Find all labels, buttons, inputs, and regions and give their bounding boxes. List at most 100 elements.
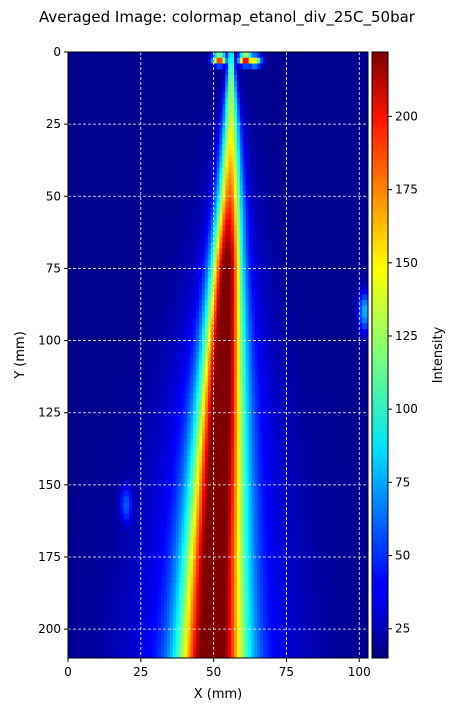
heatmap-cell	[292, 305, 296, 313]
heatmap-cell	[196, 207, 200, 215]
heatmap-cell	[137, 288, 142, 295]
heatmap-cell	[167, 329, 171, 336]
heatmap-cell	[356, 52, 360, 59]
heatmap-cell	[251, 103, 256, 111]
heatmap-cell	[239, 167, 244, 174]
heatmap-cell	[225, 75, 229, 82]
heatmap-cell	[193, 219, 197, 226]
heatmap-cell	[321, 63, 325, 70]
heatmap-cell	[301, 184, 305, 192]
heatmap-cell	[350, 144, 355, 151]
heatmap-cell	[91, 323, 95, 330]
heatmap-cell	[228, 294, 232, 301]
heatmap-cell	[167, 184, 171, 192]
heatmap-cell	[286, 271, 290, 278]
heatmap-cell	[292, 190, 296, 197]
heatmap-cell	[82, 69, 87, 76]
heatmap-cell	[207, 161, 212, 169]
heatmap-cell	[146, 98, 151, 105]
heatmap-cell	[359, 57, 363, 65]
heatmap-cell	[73, 213, 78, 220]
heatmap-cell	[167, 144, 171, 151]
heatmap-cell	[234, 207, 238, 215]
heatmap-cell	[324, 300, 328, 307]
heatmap-cell	[114, 132, 119, 140]
heatmap-cell	[187, 294, 191, 301]
heatmap-cell	[164, 236, 168, 244]
heatmap-cell	[85, 271, 89, 278]
heatmap-cell	[68, 311, 72, 319]
heatmap-cell	[187, 161, 191, 169]
heatmap-cell	[219, 271, 223, 278]
heatmap-cell	[155, 109, 159, 117]
heatmap-cell	[164, 219, 168, 226]
heatmap-cell	[213, 138, 218, 145]
heatmap-cell	[318, 311, 322, 319]
heatmap-cell	[91, 317, 95, 324]
heatmap-cell	[85, 121, 89, 128]
heatmap-cell	[242, 167, 247, 174]
heatmap-cell	[277, 150, 282, 157]
heatmap-cell	[70, 57, 75, 65]
heatmap-cell	[76, 219, 81, 226]
heatmap-cell	[315, 213, 320, 220]
heatmap-cell	[146, 132, 151, 140]
heatmap-cell	[362, 248, 366, 255]
heatmap-cell	[172, 259, 177, 267]
heatmap-cell	[100, 207, 104, 215]
heatmap-cell	[94, 155, 98, 163]
heatmap-cell	[199, 184, 203, 192]
heatmap-cell	[341, 294, 346, 301]
heatmap-cell	[245, 86, 250, 93]
heatmap-cell	[193, 98, 197, 105]
heatmap-cell	[190, 277, 194, 284]
heatmap-cell	[338, 155, 343, 163]
heatmap-cell	[359, 86, 363, 93]
heatmap-cell	[245, 98, 250, 105]
heatmap-cell	[318, 230, 322, 238]
heatmap-cell	[286, 219, 290, 226]
heatmap-cell	[312, 127, 317, 134]
heatmap-cell	[88, 80, 92, 88]
heatmap-cell	[335, 277, 340, 284]
heatmap-cell	[70, 109, 75, 117]
heatmap-cell	[225, 178, 229, 186]
heatmap-cell	[234, 236, 238, 244]
heatmap-cell	[187, 230, 191, 238]
heatmap-cell	[181, 202, 186, 209]
heatmap-cell	[193, 167, 197, 174]
heatmap-cell	[315, 178, 320, 186]
heatmap-cell	[184, 150, 189, 157]
heatmap-cell	[73, 196, 78, 203]
heatmap-cell	[312, 190, 317, 197]
heatmap-cell	[225, 317, 229, 324]
heatmap-cell	[266, 311, 270, 319]
heatmap-cell	[213, 317, 218, 324]
heatmap-cell	[306, 155, 311, 163]
heatmap-cell	[338, 92, 343, 99]
heatmap-cell	[321, 144, 325, 151]
heatmap-cell	[341, 92, 346, 99]
heatmap-cell	[353, 242, 357, 249]
heatmap-cell	[338, 127, 343, 134]
heatmap-cell	[184, 167, 189, 174]
heatmap-cell	[111, 98, 116, 105]
heatmap-cell	[283, 207, 288, 215]
heatmap-cell	[306, 248, 311, 255]
heatmap-cell	[295, 161, 299, 169]
heatmap-cell	[335, 230, 340, 238]
heatmap-cell	[181, 190, 186, 197]
heatmap-cell	[207, 178, 212, 186]
heatmap-cell	[327, 271, 331, 278]
heatmap-cell	[190, 173, 194, 180]
heatmap-cell	[268, 294, 273, 301]
heatmap-cell	[108, 242, 113, 249]
heatmap-cell	[333, 202, 337, 209]
heatmap-cell	[213, 271, 218, 278]
heatmap-cell	[100, 178, 104, 186]
heatmap-cell	[167, 242, 171, 249]
heatmap-cell	[91, 271, 95, 278]
heatmap-cell	[362, 259, 366, 267]
heatmap-cell	[327, 57, 331, 65]
heatmap-cell	[111, 69, 116, 76]
